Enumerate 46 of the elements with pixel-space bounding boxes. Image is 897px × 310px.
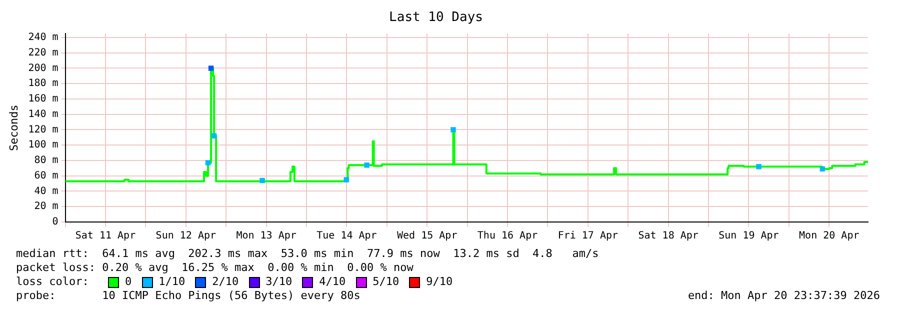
y-tick-label: 20 m: [34, 201, 58, 212]
chart-title: Last 10 Days: [389, 10, 483, 26]
legend-title: loss color:: [16, 275, 90, 289]
point: [756, 164, 762, 170]
x-tick-label: Wed 15 Apr: [397, 230, 458, 242]
x-tick-label: Sat 11 Apr: [75, 230, 136, 242]
x-tick-label: Fri 17 Apr: [558, 230, 618, 242]
text: probe: 10 ICMP Echo Pings (56 Bytes) every 80s: [16, 289, 360, 303]
point: [820, 166, 826, 172]
y-tick-label: 160 m: [28, 94, 58, 105]
point: [260, 178, 265, 184]
x-tick-label: Mon 20 Apr: [799, 230, 860, 242]
point: [208, 66, 214, 71]
point: [344, 177, 349, 182]
x-tick-label: Thu 16 Apr: [477, 230, 538, 242]
y-tick-label: 100 m: [28, 140, 58, 151]
y-tick-label: 0: [52, 216, 58, 228]
point: [450, 127, 456, 132]
y-tick-label: 180 m: [28, 78, 58, 90]
legend-label: 0: [125, 275, 132, 289]
point: [364, 162, 370, 168]
legend-label: 2/10: [212, 275, 239, 289]
x-tick-label: Tue 14 Apr: [316, 230, 377, 242]
y-tick-label: 220 m: [28, 47, 58, 58]
y-tick-label: 240 m: [28, 32, 58, 44]
y-tick-label: 200 m: [28, 62, 58, 74]
legend-label: 5/10: [372, 275, 400, 289]
x-tick-label: Sun 12 Apr: [156, 230, 216, 242]
point: [205, 160, 211, 166]
legend-label: 9/10: [426, 275, 453, 289]
text: packet loss: 0.20 % avg 16.25 % max 0.00 % min 0.00 % now: [16, 261, 414, 275]
point: [211, 133, 217, 138]
y-tick-label: 60 m: [34, 170, 58, 182]
text: median rtt: 64.1 ms avg 202.3 ms max 53.0 ms min 77.9 ms now 13.2 ms sd 4.8 am/s: [16, 247, 600, 261]
legend-label: 1/10: [158, 275, 186, 289]
x-tick-label: Mon 13 Apr: [236, 230, 296, 242]
y-axis-title: Seconds: [7, 104, 20, 151]
legend-label: 4/10: [319, 275, 346, 289]
text: end: Mon Apr 20 23:37:39 2026: [688, 289, 880, 303]
y-tick-label: 120 m: [28, 124, 58, 136]
legend-label: 3/10: [266, 275, 292, 289]
y-tick-label: 140 m: [28, 108, 58, 120]
x-tick-label: Sun 19 Apr: [718, 230, 779, 242]
x-tick-label: Sat 18 Apr: [638, 230, 698, 242]
y-tick-label: 40 m: [34, 186, 58, 197]
y-tick-label: 80 m: [34, 155, 58, 166]
